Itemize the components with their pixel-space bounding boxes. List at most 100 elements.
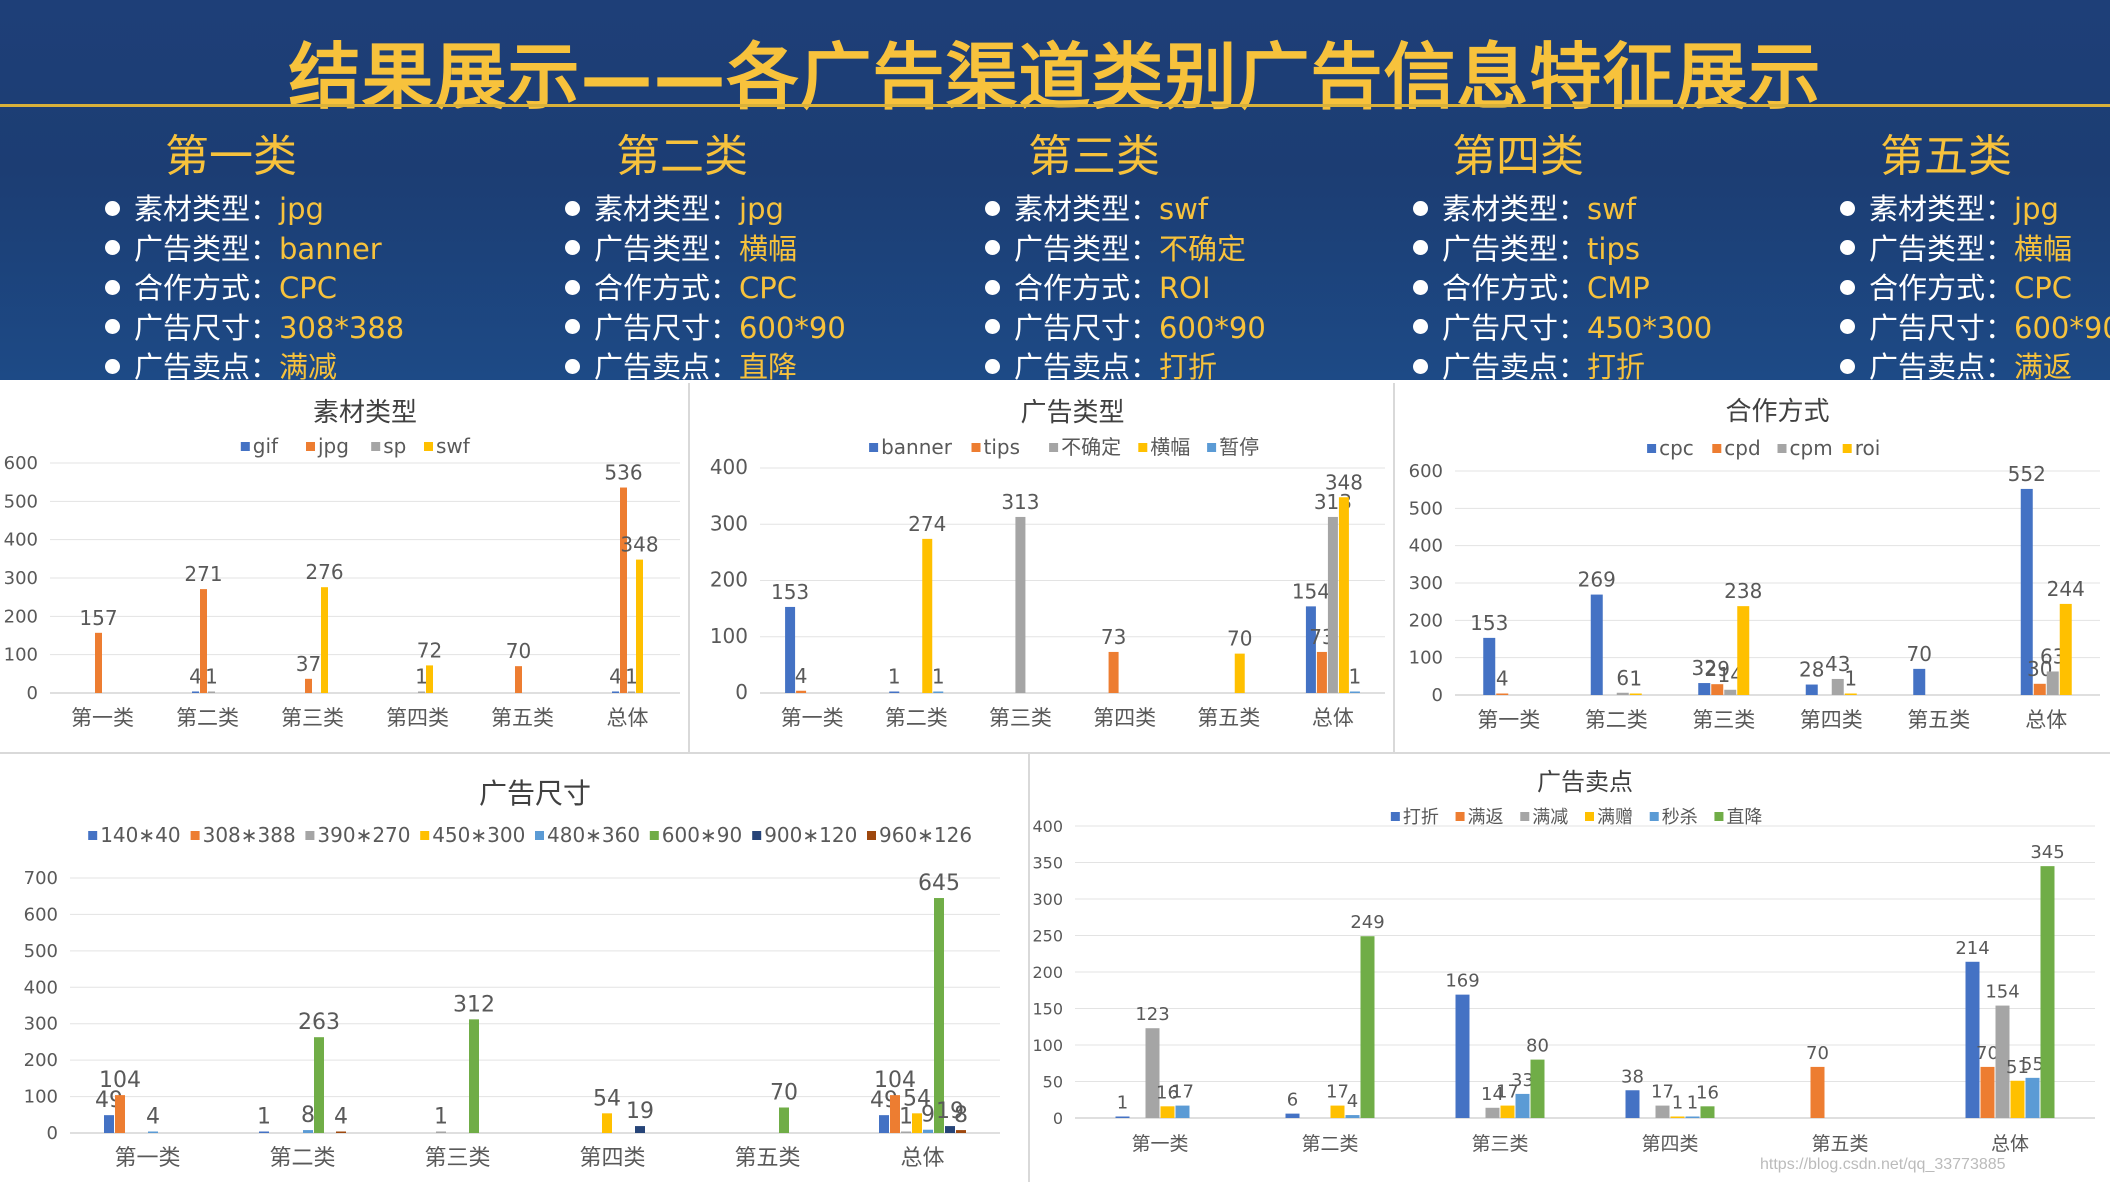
bar — [1327, 516, 1338, 693]
x-category-label: 第五类 — [1811, 1133, 1868, 1155]
data-label: 6 — [1616, 666, 1629, 690]
bullet-icon — [985, 200, 1000, 216]
x-category-label: 第五类 — [491, 706, 554, 730]
bar — [1108, 651, 1119, 693]
x-category-label: 第三类 — [1692, 708, 1755, 732]
data-label: 348 — [1325, 470, 1363, 494]
class-title: 第一类 — [165, 131, 297, 182]
bullet-icon — [985, 240, 1000, 255]
data-label: 4 — [146, 1105, 160, 1130]
legend-label: 390∗270 — [317, 823, 410, 847]
bar — [436, 1131, 446, 1133]
data-label: 1 — [434, 1105, 448, 1130]
legend-label: cpm — [1790, 436, 1833, 460]
bullet-icon — [1840, 279, 1855, 295]
class-title: 第四类 — [1452, 131, 1584, 182]
bar — [636, 559, 643, 693]
bar — [1724, 689, 1737, 695]
data-label: 274 — [908, 512, 946, 536]
data-label: 1 — [1629, 667, 1642, 691]
y-tick-label: 200 — [710, 568, 748, 592]
attribute-label: 素材类型： — [1869, 192, 2015, 226]
header-banner: 结果展示——各广告渠道类别广告信息特征展示 第一类 素材类型：jpg 广告类型：ba… — [0, 0, 2110, 384]
class-attribute: 广告尺寸：600*90 — [1840, 309, 2110, 349]
divider — [1393, 383, 1395, 753]
x-category-label: 总体 — [1312, 706, 1354, 730]
data-label: 54 — [903, 1086, 931, 1111]
data-label: 1 — [1687, 1093, 1698, 1114]
data-label: 1 — [257, 1105, 271, 1130]
data-label: 70 — [1907, 642, 1932, 666]
legend-swatch — [190, 831, 200, 840]
attribute-label: 广告尺寸： — [1869, 310, 2015, 345]
bullet-icon — [565, 358, 580, 374]
bar — [1455, 994, 1470, 1118]
bar — [208, 691, 215, 693]
x-category-label: 第二类 — [1585, 708, 1648, 732]
data-label: 645 — [918, 871, 960, 896]
attribute-value: swf — [1587, 192, 1637, 226]
class-column: 第三类 素材类型：swf 广告类型：不确定 合作方式：ROI 广告尺寸：600*90 广告… — [985, 120, 1266, 388]
x-category-label: 第二类 — [885, 706, 948, 730]
bar — [1305, 606, 1316, 693]
legend-label: 满赠 — [1597, 807, 1633, 828]
data-label: 313 — [1001, 490, 1039, 514]
x-category-label: 第三类 — [281, 706, 344, 730]
data-label: 536 — [604, 461, 642, 485]
bar — [2010, 1080, 2025, 1118]
bar — [1316, 651, 1327, 693]
class-attribute: 广告类型：tips — [1413, 230, 1712, 270]
bar — [933, 691, 944, 693]
bullet-icon — [1413, 240, 1428, 255]
attribute-label: 广告类型： — [594, 231, 740, 266]
y-tick-label: 500 — [1409, 498, 1443, 519]
legend-label: gif — [253, 434, 279, 458]
chart-panel-material: 素材类型 gif jpg sp swf 0 100 200 300 400 500 600 第一类 157… — [0, 383, 690, 753]
data-label: 28 — [1799, 658, 1824, 682]
legend-swatch — [867, 831, 876, 840]
x-category-label: 总体 — [900, 1146, 944, 1171]
data-label: 214 — [1955, 938, 1989, 959]
chart-legend: banner tips 不确定 横幅 暂停 — [869, 435, 1259, 459]
data-label: 38 — [1621, 1066, 1644, 1087]
data-label: 73 — [1101, 625, 1126, 649]
y-tick-label: 200 — [24, 1050, 58, 1071]
data-label: 4 — [609, 664, 622, 688]
y-tick-label: 500 — [24, 941, 58, 962]
attribute-value: ROI — [1159, 271, 1211, 305]
data-label: 1 — [625, 665, 638, 689]
data-label: 263 — [298, 1010, 340, 1035]
bar — [1234, 653, 1245, 693]
chart-panel-selling-point: 广告卖点 打折 满返 满减 满赠 秒杀 直降 0 50 100 150 200 250 300 350 400… — [1030, 753, 2110, 1182]
attribute-label: 合作方式： — [594, 271, 740, 305]
data-label: 29 — [1705, 657, 1730, 681]
attribute-label: 广告类型： — [1869, 231, 2015, 266]
legend-swatch — [306, 442, 315, 451]
legend-swatch — [1842, 444, 1852, 453]
bullet-icon — [1840, 319, 1855, 334]
legend-swatch — [1207, 443, 1217, 452]
y-tick-label: 300 — [1032, 890, 1063, 909]
chart-panel-ad-type: 广告类型 banner tips 不确定 横幅 暂停 0 100 200 300 400 第一类 153… — [690, 383, 1395, 753]
title-divider — [0, 104, 2110, 107]
bullet-icon — [985, 358, 1000, 374]
legend-swatch — [535, 831, 544, 840]
y-tick-label: 400 — [1409, 536, 1443, 557]
bar — [303, 1130, 313, 1133]
y-tick-label: 100 — [24, 1087, 58, 1108]
chart-title: 广告卖点 — [1537, 768, 1633, 796]
class-title: 第二类 — [616, 131, 748, 182]
data-label: 37 — [296, 652, 321, 676]
data-label: 153 — [1470, 611, 1508, 635]
data-label: 271 — [184, 562, 222, 586]
data-label: 1 — [205, 665, 218, 689]
legend-label: 横幅 — [1150, 435, 1190, 459]
bar — [1625, 1090, 1640, 1118]
data-label: 70 — [1227, 627, 1252, 651]
data-label: 70 — [1806, 1043, 1829, 1064]
class-attribute: 广告类型：横幅 — [565, 230, 846, 270]
data-label: 9 — [921, 1103, 935, 1128]
data-label: 16 — [1696, 1082, 1719, 1103]
x-category-label: 第一类 — [1477, 708, 1540, 732]
